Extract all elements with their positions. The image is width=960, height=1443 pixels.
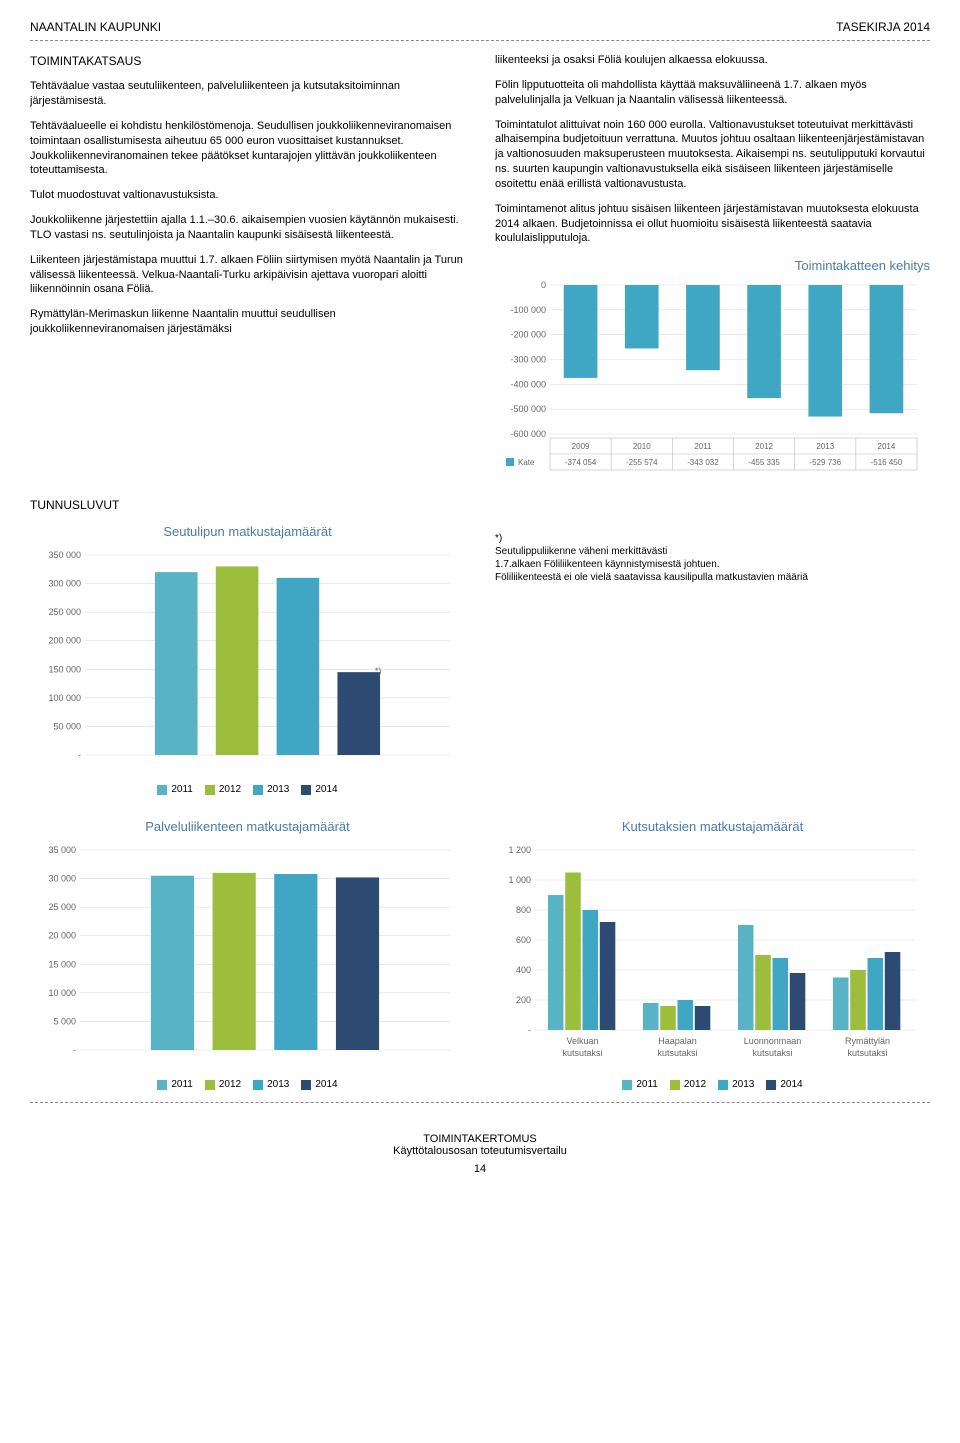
- footer: TOIMINTAKERTOMUS Käyttötalousosan toteut…: [30, 1133, 930, 1175]
- svg-text:30 000: 30 000: [48, 874, 76, 884]
- legend: 2011201220132014: [495, 1079, 930, 1090]
- legend: 2011201220132014: [30, 1079, 465, 1090]
- svg-text:*): *): [375, 666, 382, 676]
- svg-text:100 000: 100 000: [48, 693, 81, 703]
- body-text: Fölin lipputuotteita oli mahdollista käy…: [495, 78, 930, 108]
- body-text: Tehtäväalueelle ei kohdistu henkilöstöme…: [30, 119, 465, 178]
- svg-text:5 000: 5 000: [53, 1017, 76, 1027]
- chart-title: Toimintakatteen kehitys: [495, 258, 930, 273]
- svg-text:Rymättylän: Rymättylän: [845, 1036, 890, 1046]
- svg-text:-: -: [78, 750, 81, 760]
- body-text: Tulot muodostuvat valtionavustuksista.: [30, 188, 465, 203]
- right-column: liikenteeksi ja osaksi Föliä koulujen al…: [495, 53, 930, 482]
- svg-text:1 000: 1 000: [508, 875, 531, 885]
- kutsu-chart: Kutsutaksien matkustajamäärät - 200 400 600…: [495, 819, 930, 1090]
- footer-divider: [30, 1102, 930, 1103]
- svg-text:35 000: 35 000: [48, 845, 76, 855]
- svg-text:800: 800: [516, 905, 531, 915]
- section-title: TOIMINTAKATSAUS: [30, 53, 465, 69]
- svg-text:200 000: 200 000: [48, 636, 81, 646]
- svg-text:600: 600: [516, 935, 531, 945]
- svg-text:Luonnonmaan: Luonnonmaan: [744, 1036, 802, 1046]
- svg-text:-400 000: -400 000: [510, 380, 546, 390]
- svg-text:350 000: 350 000: [48, 550, 81, 560]
- svg-text:-100 000: -100 000: [510, 305, 546, 315]
- header-right: TASEKIRJA 2014: [836, 20, 930, 34]
- palvelu-chart: Palveluliikenteen matkustajamäärät - 5 00…: [30, 819, 465, 1090]
- svg-text:15 000: 15 000: [48, 960, 76, 970]
- svg-text:Kate: Kate: [518, 458, 535, 467]
- svg-text:2010: 2010: [633, 442, 651, 451]
- body-text: Tehtäväalue vastaa seutuliikenteen, palv…: [30, 79, 465, 109]
- body-text: Toimintamenot alitus johtuu sisäisen lii…: [495, 202, 930, 247]
- svg-text:10 000: 10 000: [48, 988, 76, 998]
- svg-text:20 000: 20 000: [48, 931, 76, 941]
- svg-text:kutsutaksi: kutsutaksi: [562, 1048, 602, 1058]
- svg-text:2011: 2011: [694, 442, 712, 451]
- svg-text:-455 335: -455 335: [748, 458, 780, 467]
- header-divider: [30, 40, 930, 41]
- svg-text:300 000: 300 000: [48, 579, 81, 589]
- svg-text:kutsutaksi: kutsutaksi: [752, 1048, 792, 1058]
- svg-text:250 000: 250 000: [48, 607, 81, 617]
- svg-text:kutsutaksi: kutsutaksi: [847, 1048, 887, 1058]
- svg-text:-500 000: -500 000: [510, 404, 546, 414]
- header-left: NAANTALIN KAUPUNKI: [30, 20, 161, 34]
- svg-text:400: 400: [516, 965, 531, 975]
- svg-text:Velkuan: Velkuan: [566, 1036, 598, 1046]
- body-text: Liikenteen järjestämistapa muuttui 1.7. …: [30, 253, 465, 298]
- seutulippu-chart: Seutulipun matkustajamäärät - 50 000 100 0…: [30, 524, 465, 795]
- body-text: Rymättylän-Merimaskun liikenne Naantalin…: [30, 307, 465, 337]
- svg-text:Haapalan: Haapalan: [658, 1036, 697, 1046]
- svg-text:2013: 2013: [816, 442, 834, 451]
- svg-text:0: 0: [541, 280, 546, 290]
- svg-text:-600 000: -600 000: [510, 429, 546, 439]
- body-text: Joukkoliikenne järjestettiin ajalla 1.1.…: [30, 213, 465, 243]
- svg-text:kutsutaksi: kutsutaksi: [657, 1048, 697, 1058]
- svg-text:50 000: 50 000: [53, 722, 81, 732]
- body-text: Toimintatulot alittuivat noin 160 000 eu…: [495, 118, 930, 192]
- footnote: *) Seutulippuliikenne väheni merkittäväs…: [495, 532, 930, 584]
- chart-title: Kutsutaksien matkustajamäärät: [495, 819, 930, 834]
- svg-text:150 000: 150 000: [48, 665, 81, 675]
- kate-chart: Toimintakatteen kehitys 0 -100 000 -200 00…: [495, 258, 930, 482]
- svg-text:-200 000: -200 000: [510, 330, 546, 340]
- left-column: TOIMINTAKATSAUS Tehtäväalue vastaa seutu…: [30, 53, 465, 482]
- svg-text:-255 574: -255 574: [626, 458, 658, 467]
- chart-title: Palveluliikenteen matkustajamäärät: [30, 819, 465, 834]
- svg-text:2014: 2014: [878, 442, 896, 451]
- chart-title: Seutulipun matkustajamäärät: [30, 524, 465, 539]
- legend: 2011201220132014: [30, 784, 465, 795]
- tunnusluvut-heading: TUNNUSLUVUT: [30, 498, 930, 512]
- svg-text:200: 200: [516, 995, 531, 1005]
- svg-text:25 000: 25 000: [48, 902, 76, 912]
- svg-text:2009: 2009: [572, 442, 590, 451]
- svg-text:2012: 2012: [755, 442, 773, 451]
- svg-text:-374 054: -374 054: [565, 458, 597, 467]
- svg-text:-300 000: -300 000: [510, 355, 546, 365]
- svg-text:-: -: [73, 1045, 76, 1055]
- svg-text:-343 032: -343 032: [687, 458, 719, 467]
- svg-text:-: -: [528, 1025, 531, 1035]
- svg-text:-529 736: -529 736: [809, 458, 841, 467]
- svg-text:-516 450: -516 450: [871, 458, 903, 467]
- body-text: liikenteeksi ja osaksi Föliä koulujen al…: [495, 53, 930, 68]
- svg-text:1 200: 1 200: [508, 845, 531, 855]
